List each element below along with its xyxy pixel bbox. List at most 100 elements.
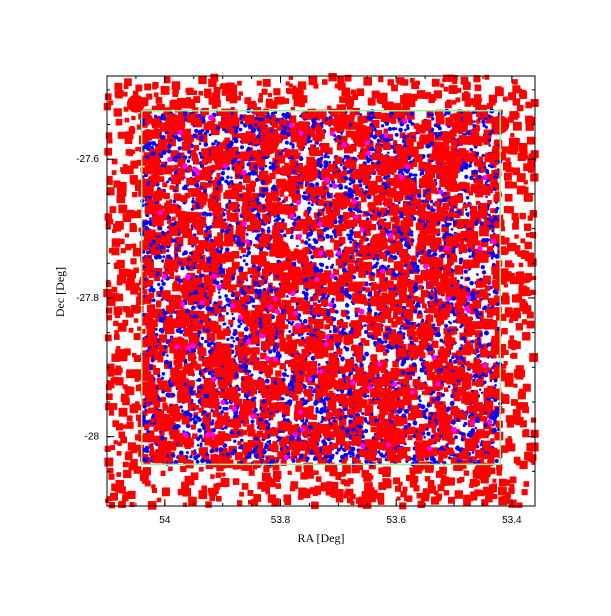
red-square-point [104,213,112,221]
blue-dot-point [374,253,380,258]
red-square-point [411,160,418,167]
red-square-point [502,96,508,102]
blue-dot-point [303,296,309,301]
blue-dot-point [182,430,186,433]
red-square-point [119,349,128,358]
red-square-point [302,128,310,136]
red-square-point [525,122,534,131]
red-square-point [237,220,245,229]
red-square-point [111,292,119,301]
red-square-point [407,435,413,441]
blue-dot-point [404,243,408,247]
red-square-point [132,352,137,358]
blue-dot-point [371,436,376,440]
red-square-point [313,332,319,337]
red-square-point [204,91,212,99]
blue-dot-point [426,403,431,408]
red-square-point [295,181,301,188]
red-square-point [518,143,528,152]
blue-dot-point [373,127,377,132]
red-square-point [463,498,471,506]
red-square-point [272,463,280,471]
blue-dot-point [394,132,399,137]
red-square-point [203,153,210,160]
red-square-point [502,162,512,171]
red-square-point [495,86,502,93]
red-square-point [527,159,536,168]
blue-dot-point [177,152,182,158]
blue-dot-point [376,450,381,454]
red-square-point [330,238,335,243]
blue-dot-point [220,228,225,233]
red-square-point [484,217,489,222]
red-square-point [510,341,518,350]
red-square-point [113,180,121,188]
red-square-point [341,471,347,476]
red-square-point [335,474,342,481]
blue-dot-point [344,262,348,265]
red-square-point [182,487,192,497]
red-square-point [345,97,354,107]
blue-dot-point [154,332,159,337]
red-square-point [397,114,406,123]
red-square-point [469,497,474,502]
blue-dot-point [223,218,227,222]
blue-dot-point [333,419,337,423]
red-square-point [264,294,271,301]
red-square-point [468,303,477,312]
blue-dot-point [258,417,263,422]
red-square-point [429,97,435,103]
blue-dot-point [470,293,476,299]
red-square-point [496,369,506,379]
red-square-point [133,466,142,474]
blue-dot-point [458,431,463,435]
red-square-point [155,97,163,104]
blue-dot-point [143,397,147,401]
red-square-point [149,148,155,154]
red-square-point [513,307,521,315]
blue-dot-point [435,134,439,139]
red-square-point [418,466,424,471]
red-square-point [509,111,518,120]
red-square-point [299,453,308,462]
red-square-point [518,285,528,295]
blue-dot-point [415,264,420,269]
red-square-point [446,477,455,486]
blue-dot-point [174,246,180,252]
blue-dot-point [188,155,192,159]
red-square-point [358,314,366,322]
red-square-point [116,187,125,196]
blue-dot-point [359,113,363,116]
red-square-point [512,167,520,176]
red-square-point [111,353,120,362]
red-square-point [349,98,354,103]
blue-dot-point [256,127,261,132]
red-square-point [511,352,518,359]
blue-dot-point [225,311,229,316]
red-square-point [118,268,128,278]
blue-dot-point [407,232,411,236]
red-square-point [469,479,478,487]
blue-dot-point [292,221,297,226]
blue-dot-point [315,407,319,411]
blue-dot-point [448,222,452,226]
red-square-point [107,138,113,144]
red-square-point [293,97,302,107]
blue-dot-point [414,430,418,433]
blue-dot-point [275,459,279,463]
red-square-point [129,222,136,229]
red-square-point [200,182,208,190]
blue-dot-point [242,259,246,263]
blue-dot-point [476,445,480,449]
red-square-point [390,273,397,281]
red-square-point [296,458,301,463]
red-square-point [509,335,514,340]
red-square-point [488,484,497,493]
blue-dot-point [432,398,436,402]
blue-dot-point [467,248,472,253]
red-square-point [492,478,497,483]
red-square-point [501,146,509,154]
blue-dot-point [481,270,487,275]
blue-dot-point [346,315,351,320]
red-square-point [130,286,139,295]
